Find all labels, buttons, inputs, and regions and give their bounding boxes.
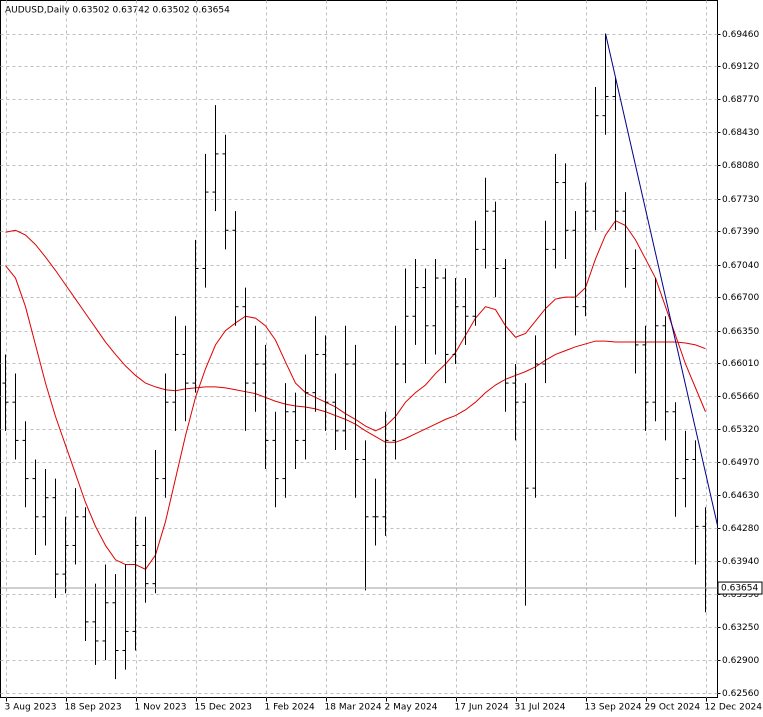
x-tick-label: 12 Dec 2024 [705, 703, 763, 713]
x-tick-label: 31 Jul 2024 [515, 703, 566, 713]
y-tick-label: 0.66700 [722, 293, 759, 303]
trend-line [605, 33, 718, 526]
y-tick-label: 0.63590 [722, 590, 759, 600]
x-tick-label: 2 May 2024 [385, 703, 438, 713]
x-tick-label: 13 Sep 2024 [585, 703, 642, 713]
y-tick-label: 0.66350 [722, 327, 759, 337]
y-tick-label: 0.62900 [722, 656, 759, 666]
y-tick-label: 0.63250 [722, 623, 759, 633]
y-tick-label: 0.65660 [722, 392, 759, 402]
x-tick-label: 1 Nov 2023 [135, 703, 187, 713]
y-tick-label: 0.67730 [722, 195, 759, 205]
plot-frame [0, 0, 718, 698]
y-tick-label: 0.68430 [722, 128, 759, 138]
plot [0, 0, 718, 698]
x-tick-label: 17 Jun 2024 [455, 703, 509, 713]
y-tick-label: 0.64970 [722, 458, 759, 468]
last-price-label: 0.63654 [721, 584, 758, 594]
x-tick-label: 1 Feb 2024 [265, 703, 316, 713]
x-tick-label: 18 Sep 2023 [65, 703, 122, 713]
y-tick-label: 0.66010 [722, 359, 759, 369]
x-tick-label: 29 Oct 2024 [645, 703, 701, 713]
y-tick-label: 0.68080 [722, 161, 759, 171]
y-tick-label: 0.69460 [722, 30, 759, 40]
x-tick-label: 3 Aug 2023 [5, 703, 57, 713]
y-tick-label: 0.69120 [722, 62, 759, 72]
y-tick-label: 0.63940 [722, 557, 759, 567]
y-tick-label: 0.68770 [722, 95, 759, 105]
y-tick-label: 0.67040 [722, 261, 759, 271]
y-tick-label: 0.64630 [722, 491, 759, 501]
y-tick-label: 0.62560 [722, 689, 759, 699]
y-tick-label: 0.65320 [722, 425, 759, 435]
chart-title: AUDUSD,Daily 0.63502 0.63742 0.63502 0.6… [5, 6, 230, 16]
y-tick-label: 0.64280 [722, 524, 759, 534]
x-tick-label: 15 Dec 2023 [195, 703, 253, 713]
y-tick-label: 0.67390 [722, 227, 759, 237]
last-price-box [717, 581, 763, 595]
x-tick-label: 18 Mar 2024 [325, 703, 382, 713]
